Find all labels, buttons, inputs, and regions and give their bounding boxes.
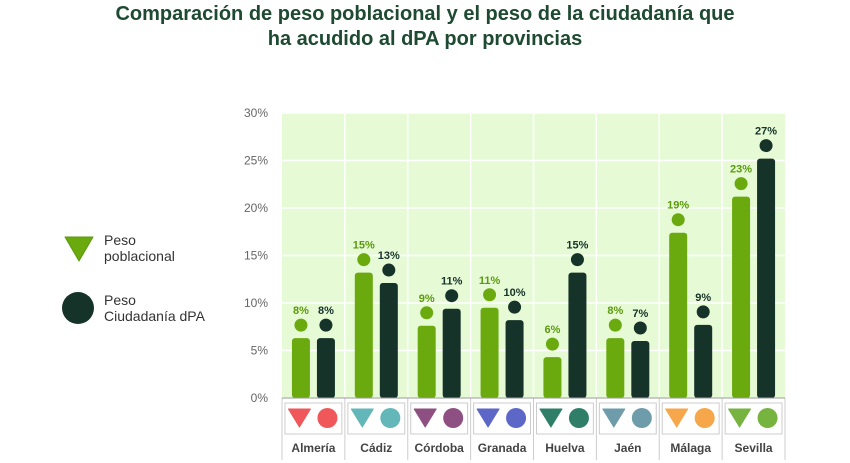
data-label: 8% — [607, 305, 623, 317]
bar-marker-dot — [633, 321, 647, 335]
data-label: 8% — [318, 305, 334, 317]
data-label: 15% — [353, 240, 375, 252]
bar-marker-dot — [570, 253, 584, 267]
province-triangle-icon — [602, 408, 626, 428]
bar-marker-dot — [382, 263, 396, 277]
province-circle-icon — [380, 408, 401, 428]
x-category-label: Huelva — [545, 441, 585, 455]
bar-marker-dot — [420, 306, 434, 320]
bar-peso-poblacional-almeria — [291, 338, 310, 398]
data-label: 10% — [504, 287, 526, 299]
data-label: 27% — [755, 126, 777, 138]
legend-triangle-icon — [64, 236, 94, 262]
bar-marker-dot — [483, 288, 497, 302]
province-circle-icon — [757, 408, 778, 428]
province-circle-icon — [443, 408, 464, 428]
bar-peso-ciudadania-dpa-malaga — [694, 324, 713, 398]
bar-marker-dot — [759, 139, 773, 153]
y-tick-label: 5% — [251, 344, 269, 358]
legend-item-peso-poblacional: Peso poblacional — [62, 232, 175, 264]
x-category-label: Málaga — [670, 441, 711, 455]
province-circle-icon — [568, 408, 589, 428]
bar-peso-poblacional-sevilla — [732, 196, 751, 398]
y-tick-label: 10% — [244, 296, 268, 310]
bar-marker-dot — [319, 318, 333, 332]
province-triangle-icon — [728, 408, 752, 428]
x-category-label: Cádiz — [360, 441, 392, 455]
province-triangle-icon — [665, 408, 689, 428]
legend-label-peso-poblacional: Peso poblacional — [104, 232, 175, 264]
data-label: 11% — [479, 275, 501, 287]
x-category-label: Almería — [291, 441, 335, 455]
y-tick-label: 30% — [244, 106, 268, 120]
bar-marker-dot — [357, 253, 371, 267]
data-label: 19% — [667, 200, 689, 212]
x-category-label: Sevilla — [735, 441, 773, 455]
bar-peso-ciudadania-dpa-almeria — [316, 338, 335, 398]
bar-peso-poblacional-cadiz — [354, 272, 373, 398]
legend-label-peso-ciudadania: Peso Ciudadanía dPA — [104, 292, 205, 324]
legend-item-peso-ciudadania: Peso Ciudadanía dPA — [60, 290, 205, 326]
bar-peso-ciudadania-dpa-huelva — [568, 272, 587, 398]
bar-marker-dot — [445, 289, 459, 303]
data-label: 13% — [378, 250, 400, 262]
data-label: 8% — [293, 305, 309, 317]
data-label: 6% — [544, 324, 560, 336]
province-triangle-icon — [413, 408, 437, 428]
province-triangle-icon — [287, 408, 311, 428]
province-triangle-icon — [539, 408, 563, 428]
province-triangle-icon — [476, 408, 500, 428]
x-category-label: Granada — [478, 441, 527, 455]
data-label: 9% — [695, 292, 711, 304]
y-tick-label: 20% — [244, 201, 268, 215]
chart-title-line1: Comparación de peso poblacional y el pes… — [115, 3, 735, 25]
bar-peso-ciudadania-dpa-granada — [505, 320, 524, 398]
bar-peso-ciudadania-dpa-cadiz — [379, 283, 398, 398]
bar-marker-dot — [508, 300, 522, 314]
bar-marker-dot — [734, 177, 748, 191]
bar-peso-poblacional-cordoba — [417, 325, 436, 398]
bar-marker-dot — [545, 337, 559, 351]
y-tick-label: 0% — [251, 391, 269, 405]
legend-circle-icon — [62, 292, 94, 324]
bar-peso-ciudadania-dpa-sevilla — [757, 158, 776, 398]
y-tick-label: 25% — [244, 154, 268, 168]
bar-marker-dot — [608, 318, 622, 332]
bar-peso-poblacional-granada — [480, 307, 499, 398]
bar-marker-dot — [696, 305, 710, 319]
province-triangle-icon — [350, 408, 374, 428]
data-label: 15% — [566, 240, 588, 252]
chart-title-line2: ha acudido al dPA por provincias — [267, 28, 583, 50]
province-circle-icon — [317, 408, 338, 428]
data-label: 9% — [419, 293, 435, 305]
bar-peso-poblacional-malaga — [669, 232, 688, 398]
bar-peso-poblacional-huelva — [543, 357, 562, 398]
data-label: 11% — [441, 276, 463, 288]
x-category-label: Córdoba — [415, 441, 465, 455]
province-circle-icon — [506, 408, 527, 428]
y-tick-label: 15% — [244, 249, 268, 263]
bar-peso-ciudadania-dpa-cordoba — [442, 308, 461, 398]
bar-peso-ciudadania-dpa-jaen — [631, 341, 650, 398]
province-circle-icon — [631, 408, 652, 428]
bar-marker-dot — [671, 213, 685, 227]
province-circle-icon — [694, 408, 715, 428]
bar-marker-dot — [294, 318, 308, 332]
chart-title: Comparación de peso poblacional y el pes… — [0, 2, 850, 52]
data-label: 7% — [632, 308, 648, 320]
x-category-label: Jaén — [614, 441, 641, 455]
data-label: 23% — [730, 164, 752, 176]
bar-peso-poblacional-jaen — [606, 338, 625, 398]
